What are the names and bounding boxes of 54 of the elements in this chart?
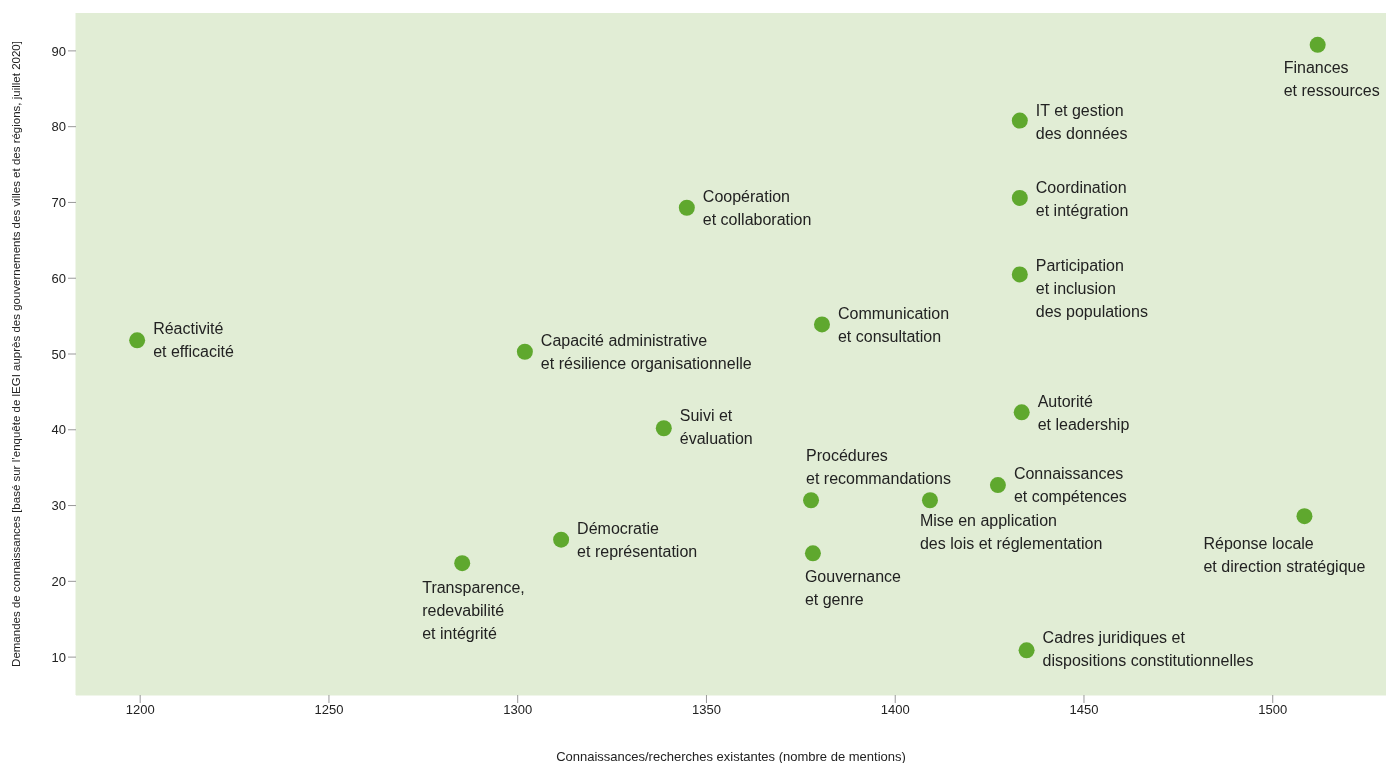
point xyxy=(678,199,695,216)
point xyxy=(803,492,820,509)
annotation: Réponse locale et direction stratégique xyxy=(1203,534,1366,575)
annotation: Réactivité et efficacité xyxy=(153,319,234,360)
annotation: Démocratie et représentation xyxy=(577,519,698,560)
point xyxy=(1309,36,1326,53)
point xyxy=(1011,112,1028,129)
point xyxy=(1011,189,1028,206)
point xyxy=(553,531,570,548)
point xyxy=(454,555,471,572)
y-tick-label: 50 xyxy=(51,346,66,362)
annotation: Gouvernance et genre xyxy=(804,567,902,608)
point xyxy=(655,420,672,437)
point xyxy=(1296,508,1313,525)
y-tick-label: 40 xyxy=(51,422,66,438)
annotation: Connaissances et compétences xyxy=(1013,464,1127,505)
point xyxy=(1018,642,1035,659)
y-tick-label: 60 xyxy=(51,270,66,286)
annotation: Coopération et collaboration xyxy=(702,187,812,228)
x-tick-label: 1200 xyxy=(125,702,155,718)
annotation: Finances et ressources xyxy=(1283,58,1380,99)
annotation: Suivi et évaluation xyxy=(679,406,753,447)
annotation: IT et gestion des données xyxy=(1035,101,1128,142)
annotation: Participation et inclusion des populations xyxy=(1035,256,1148,320)
annotation: Autorité et leadership xyxy=(1037,392,1130,433)
annotation: Cadres juridiques et dispositions constitutionnelles xyxy=(1042,628,1254,669)
y-tick-label: 10 xyxy=(51,649,66,665)
y-tick-label: 30 xyxy=(51,498,66,514)
point xyxy=(921,492,938,509)
x-tick-label: 1350 xyxy=(692,702,721,718)
x-tick-label: 1450 xyxy=(1069,702,1099,718)
x-tick-label: 1400 xyxy=(880,702,910,718)
y-tick-label: 90 xyxy=(51,43,66,59)
y-tick-label: 70 xyxy=(51,195,66,211)
point xyxy=(804,545,821,562)
annotation: Capacité administrative et résilience organisationnelle xyxy=(540,331,752,372)
y-tick-label: 20 xyxy=(51,573,66,589)
x-axis-title: Connaissances/recherches existantes (nombre de mentions) xyxy=(556,749,906,763)
annotation: Communication et consultation xyxy=(837,304,950,345)
x-tick-label: 1250 xyxy=(314,702,344,718)
point xyxy=(813,316,830,333)
annotation: Transparence, redevabilité et intégrité xyxy=(422,578,525,642)
y-tick-label: 80 xyxy=(51,119,66,135)
x-tick-label: 1500 xyxy=(1258,702,1288,718)
x-tick-label: 1300 xyxy=(503,702,533,718)
annotation: Procédures et recommandations xyxy=(806,446,951,487)
point xyxy=(1013,404,1030,421)
point xyxy=(989,477,1006,494)
y-axis-title: Demandes de connaissances [basé sur l’enquête de lEGI auprès des gouvernements des villes et des régions, juillet 2020] xyxy=(10,41,23,667)
point xyxy=(1011,266,1028,283)
point xyxy=(129,332,146,349)
annotation: Mise en application des lois et réglementation xyxy=(919,511,1103,552)
point xyxy=(516,343,533,360)
annotation: Coordination et intégration xyxy=(1035,178,1129,219)
